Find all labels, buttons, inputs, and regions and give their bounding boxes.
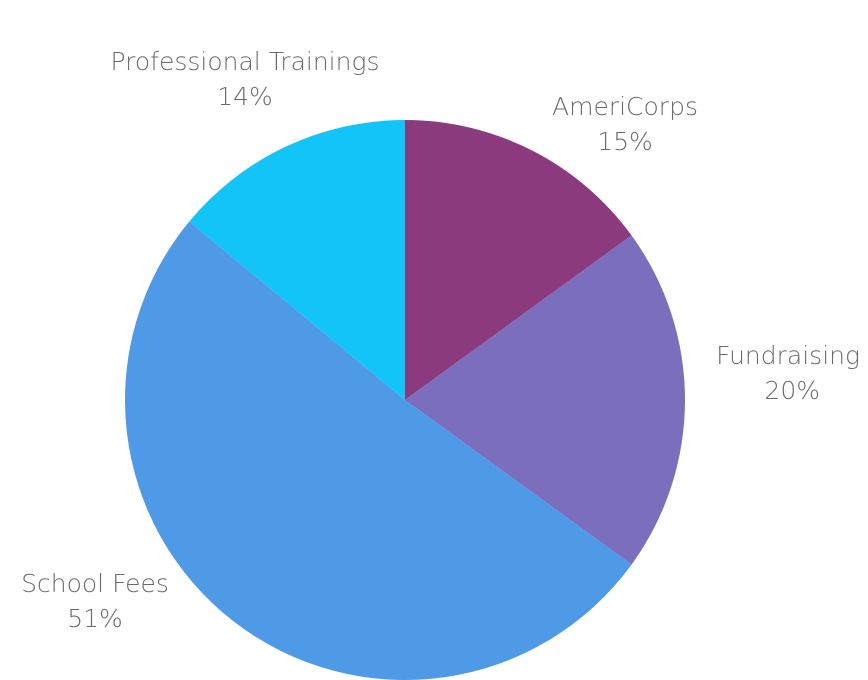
slice-value-label: 15% — [597, 127, 653, 156]
slice-value-label: 14% — [217, 82, 273, 111]
slice-label: AmeriCorps — [552, 92, 698, 121]
slice-value-label: 51% — [67, 604, 123, 633]
slice-label: Professional Trainings — [111, 47, 380, 76]
pie-slice — [189, 120, 405, 400]
slice-value-label: 20% — [764, 376, 820, 405]
slice-label: Fundraising — [716, 341, 860, 370]
pie-slice — [405, 120, 632, 400]
pie-slice — [125, 221, 632, 680]
slice-label: School Fees — [21, 569, 169, 598]
pie-slice — [405, 235, 686, 565]
